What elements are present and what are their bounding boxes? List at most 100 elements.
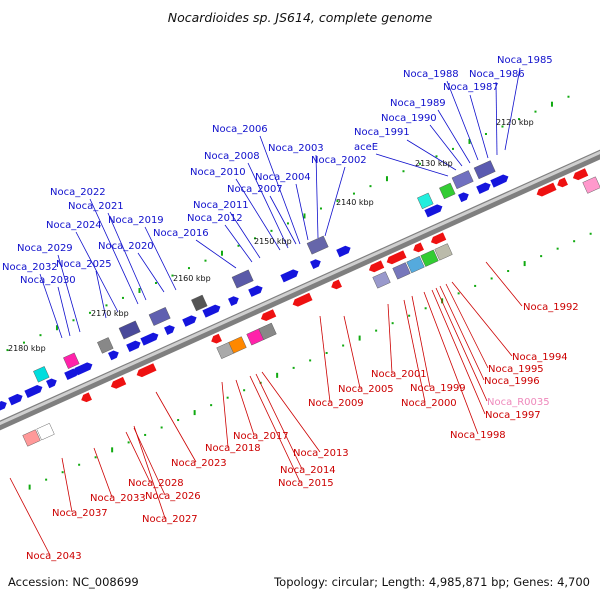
- gene-arrow: [182, 315, 197, 327]
- gene-label[interactable]: Noca_2033: [90, 493, 146, 504]
- gene-label[interactable]: Noca_2030: [20, 275, 76, 286]
- gene-arrow: [260, 309, 277, 322]
- gene-label[interactable]: Noca_1985: [497, 55, 553, 66]
- gene-label[interactable]: Noca_2012: [187, 213, 243, 224]
- gene-label[interactable]: Noca_2016: [153, 228, 209, 239]
- gene-arrow-shape: [136, 363, 157, 378]
- gene-label[interactable]: Noca_2017: [233, 431, 289, 442]
- gene-label[interactable]: Noca_2043: [26, 551, 82, 562]
- tick-mark: [94, 456, 97, 459]
- gene-label[interactable]: Noca_2005: [338, 384, 394, 395]
- tick-mark: [342, 344, 345, 347]
- gene-arrow: [228, 296, 239, 307]
- gene-label[interactable]: Noca_1988: [403, 69, 459, 80]
- gene-label[interactable]: Noca_2006: [212, 124, 268, 135]
- gene-arrow: [336, 245, 351, 258]
- gene-arrow: [211, 333, 222, 344]
- gene-label[interactable]: Noca_2028: [128, 478, 184, 489]
- gene-label[interactable]: Noca_1995: [488, 364, 544, 375]
- gene-label[interactable]: Noca_2021: [68, 201, 124, 212]
- gene-label[interactable]: Noca_2004: [255, 172, 311, 183]
- gene-block-shape: [228, 336, 247, 354]
- leader-line: [375, 153, 449, 177]
- gene-label[interactable]: Noca_2027: [142, 514, 198, 525]
- tick-mark: [204, 259, 207, 262]
- gene-label[interactable]: Noca_2019: [108, 215, 164, 226]
- gene-arrow-shape: [46, 378, 57, 389]
- leader-line: [57, 254, 81, 333]
- gene-block-shape: [22, 429, 41, 447]
- tick-mark: [325, 351, 328, 354]
- gene-arrow-shape: [140, 332, 159, 346]
- leader-line: [95, 270, 107, 319]
- gene-label[interactable]: Noca_2003: [268, 143, 324, 154]
- gene-arrow-shape: [8, 393, 23, 406]
- gene-label[interactable]: Noca_2007: [227, 184, 283, 195]
- gene-label[interactable]: Noca_2024: [46, 220, 102, 231]
- gene-label[interactable]: Noca_1999: [410, 383, 466, 394]
- gene-block-shape: [392, 262, 411, 280]
- gene-label[interactable]: aceE: [354, 142, 378, 153]
- leader-line: [89, 198, 139, 305]
- gene-arrow: [292, 292, 313, 307]
- gene-label[interactable]: Noca_2013: [293, 448, 349, 459]
- leader-line: [423, 291, 479, 435]
- leader-line: [469, 94, 489, 159]
- gene-label[interactable]: Noca_1990: [381, 113, 437, 124]
- gene-label[interactable]: Noca_1992: [523, 302, 579, 313]
- gene-label[interactable]: Noca_2011: [193, 200, 249, 211]
- tick-mark: [507, 270, 510, 273]
- gene-arrow-shape: [536, 182, 557, 197]
- tick-mark: [187, 267, 190, 270]
- gene-label[interactable]: Noca_1989: [390, 98, 446, 109]
- gene-label[interactable]: Noca_1987: [443, 82, 499, 93]
- gene-arrow-shape: [430, 232, 447, 245]
- gene-label[interactable]: Noca_2023: [171, 458, 227, 469]
- leader-line: [504, 67, 521, 151]
- gene-label[interactable]: Noca_2026: [145, 491, 201, 502]
- gene-label[interactable]: Noca_2020: [98, 241, 154, 252]
- gene-label[interactable]: Noca_2002: [311, 155, 367, 166]
- gene-label[interactable]: Noca_1996: [484, 376, 540, 387]
- gene-label[interactable]: Noca_2000: [401, 398, 457, 409]
- gene-label[interactable]: Noca_1998: [450, 430, 506, 441]
- gene-arrow-shape: [211, 333, 222, 344]
- tick-mark: [385, 176, 388, 182]
- leader-line: [155, 391, 197, 463]
- gene-label[interactable]: Noca_2014: [280, 465, 336, 476]
- gene-label[interactable]: Noca_2037: [52, 508, 108, 519]
- gene-label[interactable]: Noca_R0035: [487, 397, 550, 408]
- leader-line: [57, 286, 71, 337]
- genome-summary-text: Topology: circular; Length: 4,985,871 bp…: [273, 575, 590, 589]
- gene-arrow-shape: [228, 296, 239, 307]
- gene-label[interactable]: Noca_2001: [371, 369, 427, 380]
- tick-mark: [292, 366, 295, 369]
- gene-block-shape: [417, 192, 434, 210]
- gene-label[interactable]: Noca_2022: [50, 187, 106, 198]
- gene-block: [36, 423, 55, 441]
- gene-label[interactable]: Noca_2009: [308, 398, 364, 409]
- gene-block-shape: [148, 307, 171, 326]
- gene-arrow-shape: [557, 177, 568, 188]
- gene-arrow: [280, 269, 299, 283]
- gene-block: [228, 336, 247, 354]
- gene-label[interactable]: Noca_2032: [2, 262, 58, 273]
- gene-label[interactable]: Noca_1991: [354, 127, 410, 138]
- gene-label[interactable]: Noca_2025: [56, 259, 112, 270]
- gene-label[interactable]: Noca_2018: [205, 443, 261, 454]
- gene-label[interactable]: Noca_2008: [204, 151, 260, 162]
- gene-label[interactable]: Noca_2029: [17, 243, 73, 254]
- gene-label[interactable]: Noca_2015: [278, 478, 334, 489]
- tick-label-2150: 2150 kbp: [254, 237, 292, 246]
- tick-mark: [567, 95, 570, 98]
- gene-label[interactable]: Noca_1986: [469, 69, 525, 80]
- gene-label[interactable]: Noca_1994: [512, 352, 568, 363]
- tick-mark: [160, 426, 163, 429]
- leader-line: [235, 379, 255, 436]
- gene-label[interactable]: Noca_2010: [190, 167, 246, 178]
- gene-label[interactable]: Noca_1997: [485, 410, 541, 421]
- gene-arrow-shape: [74, 362, 93, 376]
- leader-line: [249, 375, 301, 483]
- tick-mark: [523, 261, 526, 267]
- tick-mark: [556, 247, 559, 250]
